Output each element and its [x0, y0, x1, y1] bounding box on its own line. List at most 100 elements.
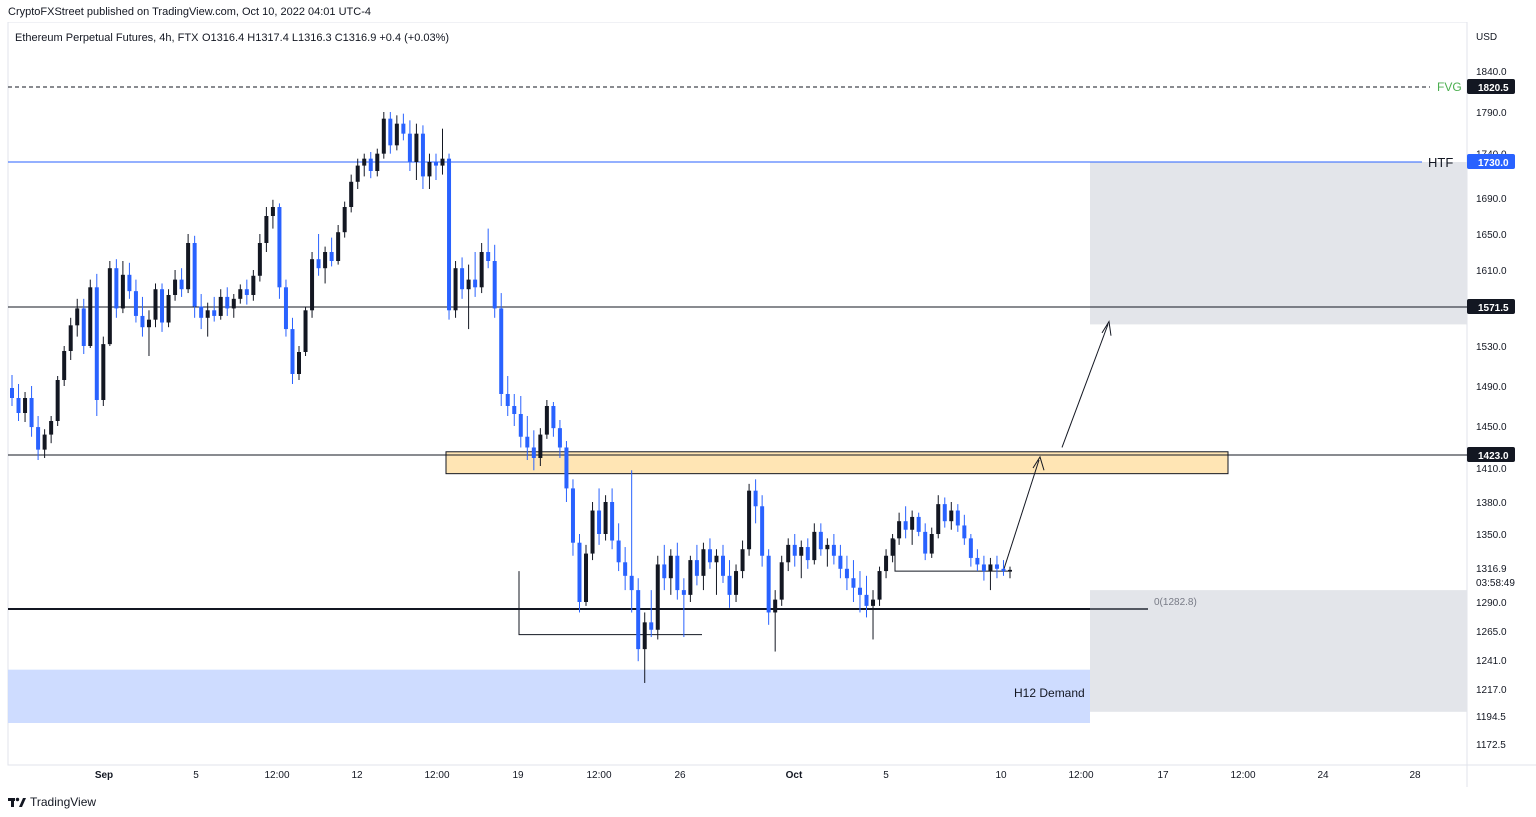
candle[interactable] — [303, 306, 308, 356]
candle[interactable] — [890, 534, 895, 563]
candle[interactable] — [453, 261, 458, 318]
candle[interactable] — [675, 542, 680, 600]
candle[interactable] — [929, 527, 934, 558]
candle[interactable] — [388, 112, 393, 154]
candle[interactable] — [68, 317, 73, 360]
candle[interactable] — [714, 549, 719, 595]
price-tick[interactable]: 1530.0 — [1476, 342, 1507, 353]
candle[interactable] — [88, 279, 93, 348]
candle[interactable] — [199, 294, 204, 330]
candle[interactable] — [283, 279, 288, 337]
candle[interactable] — [538, 428, 543, 466]
candle[interactable] — [818, 523, 823, 556]
candle[interactable] — [831, 534, 836, 565]
candle[interactable] — [877, 566, 882, 606]
time-tick[interactable]: Oct — [786, 770, 803, 781]
candle[interactable] — [949, 502, 954, 530]
candle[interactable] — [140, 296, 145, 337]
candle[interactable] — [584, 544, 589, 606]
candle[interactable] — [720, 544, 725, 583]
candle[interactable] — [310, 252, 315, 318]
candle[interactable] — [851, 560, 856, 602]
candle[interactable] — [375, 148, 380, 177]
candle[interactable] — [349, 174, 354, 213]
candle[interactable] — [23, 392, 28, 422]
candle[interactable] — [844, 555, 849, 591]
candle[interactable] — [460, 257, 465, 299]
candle[interactable] — [968, 534, 973, 567]
candle[interactable] — [49, 416, 54, 444]
candle[interactable] — [329, 237, 334, 267]
candle[interactable] — [323, 246, 328, 284]
price-chart[interactable]: Ethereum Perpetual Futures, 4h, FTX O131… — [0, 21, 1536, 787]
price-tick[interactable]: 1290.0 — [1476, 598, 1507, 609]
candle[interactable] — [812, 523, 817, 565]
candle[interactable] — [290, 317, 295, 384]
price-tick[interactable]: 1172.5 — [1476, 740, 1506, 751]
candle[interactable] — [1001, 560, 1006, 576]
candle[interactable] — [29, 386, 34, 437]
candle[interactable] — [518, 396, 523, 448]
candle[interactable] — [857, 571, 862, 613]
candle[interactable] — [942, 497, 947, 528]
candle[interactable] — [75, 298, 80, 337]
candle[interactable] — [512, 394, 517, 426]
candle[interactable] — [825, 538, 830, 567]
price-badge[interactable]: 1820.5 — [1467, 79, 1515, 94]
price-tick[interactable]: 1790.0 — [1476, 108, 1507, 119]
candle[interactable] — [251, 270, 256, 301]
candle[interactable] — [623, 547, 628, 591]
candle[interactable] — [107, 261, 112, 346]
candle[interactable] — [466, 264, 471, 330]
price-tick[interactable]: 1610.0 — [1476, 266, 1507, 277]
candle[interactable] — [734, 564, 739, 602]
time-tick[interactable]: 5 — [193, 770, 199, 781]
candle[interactable] — [923, 523, 928, 561]
candle[interactable] — [342, 201, 347, 238]
candle[interactable] — [570, 479, 575, 556]
candle[interactable] — [994, 555, 999, 579]
candle[interactable] — [597, 488, 602, 545]
time-tick[interactable]: 12:00 — [424, 770, 449, 781]
candle[interactable] — [10, 375, 14, 406]
footer[interactable]: TradingView — [8, 793, 96, 811]
candle[interactable] — [766, 549, 771, 625]
candle[interactable] — [414, 123, 419, 180]
candle[interactable] — [94, 273, 99, 416]
candle[interactable] — [864, 575, 869, 618]
time-scale[interactable]: Sep 5 12:00 12 12:00 19 12:00 26 Oct 5 10 12:00 17 12… — [95, 770, 1421, 781]
candle[interactable] — [740, 540, 745, 579]
candle[interactable] — [492, 244, 497, 318]
candle[interactable] — [649, 590, 654, 638]
candle[interactable] — [336, 225, 341, 265]
candle[interactable] — [525, 416, 530, 460]
candle[interactable] — [244, 279, 249, 305]
last-price-label[interactable]: 1316.9 — [1476, 564, 1507, 575]
candle[interactable] — [668, 549, 673, 595]
candle[interactable] — [577, 534, 582, 613]
candle[interactable] — [127, 262, 132, 299]
candle[interactable] — [277, 203, 282, 299]
candle[interactable] — [760, 495, 765, 567]
candle[interactable] — [988, 557, 993, 591]
candle[interactable] — [440, 128, 445, 175]
time-tick[interactable]: Sep — [95, 770, 113, 781]
candle[interactable] — [186, 234, 191, 294]
candle[interactable] — [355, 158, 360, 189]
candle[interactable] — [205, 302, 210, 337]
candle[interactable] — [747, 483, 752, 556]
candle[interactable] — [773, 590, 778, 652]
time-tick[interactable]: 12:00 — [1230, 770, 1255, 781]
candle[interactable] — [531, 430, 536, 471]
candle[interactable] — [564, 441, 569, 502]
time-tick[interactable]: 12 — [351, 770, 363, 781]
candle[interactable] — [871, 590, 876, 640]
candle[interactable] — [786, 538, 791, 572]
candle[interactable] — [792, 534, 797, 567]
candle[interactable] — [179, 268, 184, 297]
candle[interactable] — [753, 479, 758, 524]
candle[interactable] — [505, 376, 510, 416]
candle[interactable] — [479, 243, 484, 294]
candle[interactable] — [420, 125, 425, 189]
candle[interactable] — [381, 112, 386, 159]
